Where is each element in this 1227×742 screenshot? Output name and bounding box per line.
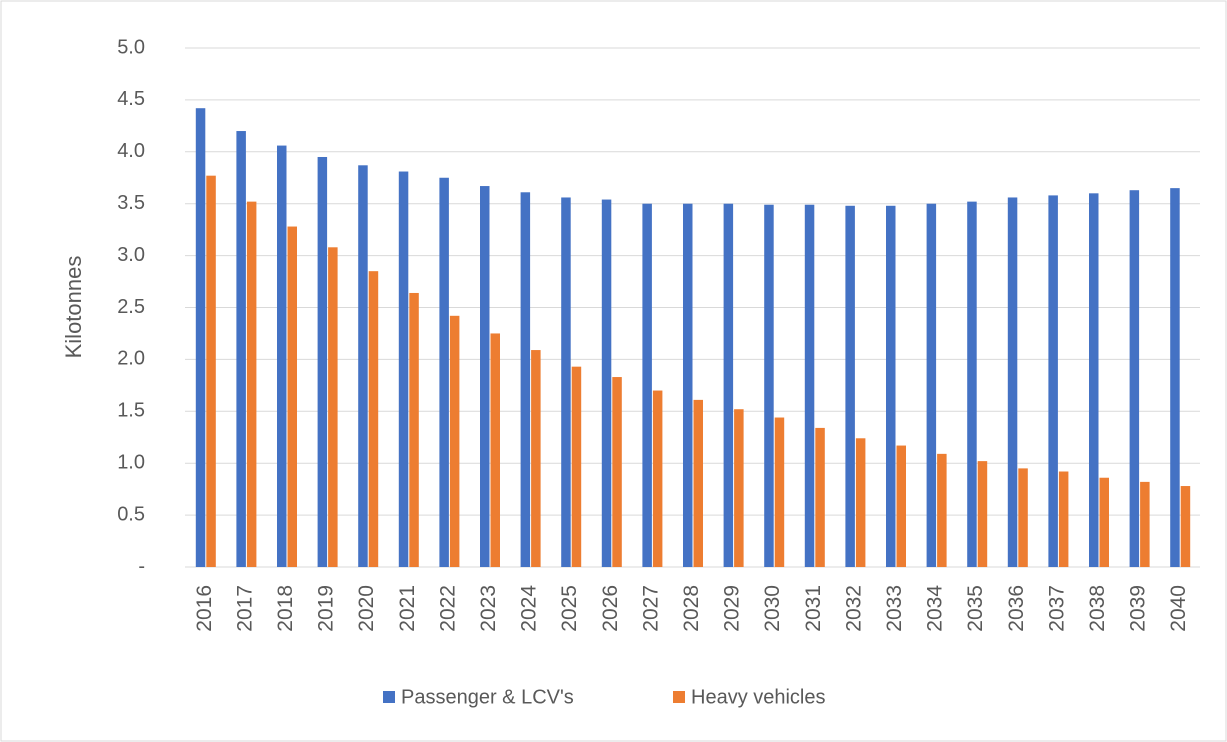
x-tick-label: 2019	[315, 585, 338, 632]
bar	[1048, 195, 1058, 567]
bar	[1140, 481, 1150, 567]
x-tick-label: 2026	[599, 585, 622, 632]
x-tick-label: 2040	[1167, 585, 1190, 632]
y-tick-label: 1.0	[117, 451, 145, 473]
bar	[967, 201, 977, 567]
x-tick-label: 2033	[883, 585, 906, 632]
bar	[520, 192, 531, 568]
bar	[195, 108, 206, 567]
x-tick-label: 2021	[396, 585, 419, 632]
x-tick-label: 2039	[1127, 585, 1150, 632]
x-tick-label: 2023	[477, 585, 500, 632]
bar	[855, 438, 866, 567]
x-tick-label: 2036	[1005, 585, 1028, 632]
bar	[764, 204, 774, 567]
x-tick-label: 2038	[1086, 585, 1109, 632]
bar	[409, 292, 419, 567]
bar	[612, 377, 622, 567]
bar	[1058, 471, 1069, 567]
bar	[317, 156, 328, 568]
x-tick-label: 2025	[558, 585, 581, 632]
bar	[561, 197, 571, 568]
y-axis-label: Kilotonnes	[61, 256, 86, 359]
y-tick-label: 4.0	[117, 140, 145, 162]
legend-swatch	[383, 691, 395, 703]
bar	[723, 203, 734, 567]
bar	[358, 165, 368, 567]
x-tick-label: 2022	[436, 585, 459, 632]
bar	[896, 445, 906, 567]
bar	[1129, 190, 1140, 567]
bar	[642, 203, 652, 567]
bar	[652, 390, 663, 567]
legend-label: Passenger & LCV's	[401, 686, 574, 708]
x-tick-label: 2020	[355, 585, 378, 632]
x-tick-label: 2017	[233, 585, 256, 632]
bar	[693, 399, 703, 567]
x-tick-label: 2034	[924, 585, 947, 632]
bar	[977, 461, 988, 567]
bar	[206, 175, 216, 567]
bar	[246, 201, 257, 567]
x-tick-label: 2024	[518, 585, 541, 632]
bar	[683, 203, 693, 567]
y-tick-label: 4.5	[117, 88, 145, 110]
y-tick-label: 3.0	[117, 244, 145, 266]
bar	[571, 366, 582, 567]
bar	[1170, 188, 1180, 567]
x-tick-label: 2018	[274, 585, 297, 632]
y-tick-label: 3.5	[117, 192, 145, 214]
bar	[1099, 477, 1109, 567]
bar	[480, 186, 490, 567]
legend-swatch	[673, 691, 685, 703]
y-tick-label: 2.5	[117, 296, 145, 318]
bar	[734, 409, 744, 567]
bar	[277, 145, 287, 567]
bar	[1007, 197, 1018, 568]
bar	[439, 177, 449, 567]
x-tick-label: 2016	[193, 585, 216, 632]
legend-label: Heavy vehicles	[691, 686, 826, 708]
bar	[236, 131, 246, 568]
bar	[845, 205, 855, 567]
bar	[886, 205, 896, 567]
bar	[449, 315, 460, 567]
x-tick-label: 2029	[721, 585, 744, 632]
bar	[926, 203, 937, 567]
x-tick-label: 2035	[964, 585, 987, 632]
x-tick-label: 2030	[761, 585, 784, 632]
y-tick-label: 0.5	[117, 503, 145, 525]
bar	[815, 427, 825, 567]
bar	[804, 204, 815, 567]
x-tick-label: 2037	[1045, 585, 1068, 632]
bar	[398, 171, 409, 567]
y-tick-label: -	[138, 555, 145, 577]
bar	[368, 271, 379, 567]
bar	[287, 226, 297, 567]
bar	[1180, 486, 1191, 567]
bar	[531, 350, 541, 567]
x-tick-label: 2027	[639, 585, 662, 632]
bar	[1018, 468, 1028, 567]
bar	[328, 247, 338, 567]
bar	[1089, 193, 1099, 567]
bar	[937, 453, 947, 567]
bar	[490, 333, 500, 567]
x-tick-label: 2028	[680, 585, 703, 632]
y-tick-label: 5.0	[117, 36, 145, 58]
y-tick-label: 2.0	[117, 348, 145, 370]
x-tick-label: 2031	[802, 585, 825, 632]
y-tick-label: 1.5	[117, 400, 145, 422]
x-tick-label: 2032	[842, 585, 865, 632]
bar	[601, 199, 612, 567]
bar	[774, 417, 785, 567]
